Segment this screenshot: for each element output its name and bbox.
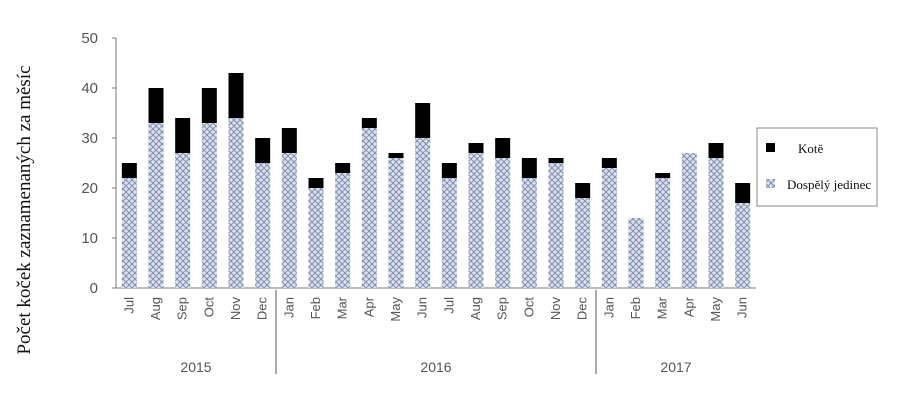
bar-adult <box>228 118 244 288</box>
x-tick-label: Feb <box>308 297 323 319</box>
y-tick-label: 40 <box>81 80 98 97</box>
x-tick-label: Nov <box>228 297 243 321</box>
y-tick-label: 30 <box>81 130 98 147</box>
x-tick-label: Mar <box>335 296 350 319</box>
x-tick-label: Dec <box>575 297 590 321</box>
x-tick-label: Apr <box>361 296 376 317</box>
bar-kitten <box>255 138 271 163</box>
legend-label-kitten: Kotě <box>798 141 824 156</box>
x-tick-label: Apr <box>681 296 696 317</box>
legend: Kotě Dospělý jedinec <box>756 127 878 207</box>
y-tick-label: 20 <box>81 180 98 197</box>
bar-adult <box>415 138 431 288</box>
bar-adult <box>495 158 511 288</box>
legend-swatch-adult <box>766 179 775 188</box>
year-label: 2017 <box>660 359 691 375</box>
bar-kitten <box>121 163 137 178</box>
x-tick-label: Oct <box>201 297 216 318</box>
y-tick-label: 10 <box>81 230 98 247</box>
x-tick-labels: Jul Aug Sep Oct Nov Dec Jan Feb Mar Apr May Jun Jul A… <box>121 296 749 321</box>
bars <box>121 73 751 288</box>
bar-kitten <box>548 158 564 163</box>
bar-kitten <box>735 183 751 203</box>
bar-adult <box>468 153 484 288</box>
bar-kitten <box>708 143 724 158</box>
legend-box <box>756 127 878 207</box>
bar-adult <box>681 153 697 288</box>
year-label: 2016 <box>420 359 451 375</box>
x-tick-label: Jul <box>441 297 456 314</box>
x-tick-label: Jun <box>735 297 750 318</box>
bar-adult <box>148 123 164 288</box>
bar-kitten <box>495 138 511 158</box>
bar-adult <box>175 153 191 288</box>
x-tick-label: Jul <box>121 297 136 314</box>
bar-kitten <box>468 143 484 153</box>
bar-kitten <box>148 88 164 123</box>
bar-kitten <box>441 163 457 178</box>
y-axis-title: Počet koček zaznamenaných za měsíc <box>14 65 35 354</box>
bar-adult <box>655 178 671 288</box>
bar-kitten <box>228 73 244 118</box>
bar-kitten <box>388 153 404 158</box>
x-tick-label: Oct <box>521 297 536 318</box>
bar-kitten <box>175 118 191 153</box>
bar-adult <box>201 123 217 288</box>
bar-adult <box>735 203 751 288</box>
bar-adult <box>281 153 297 288</box>
x-tick-label: Nov <box>548 297 563 321</box>
bar-adult <box>335 173 351 288</box>
y-tick-label: 0 <box>90 280 98 297</box>
bar-adult <box>388 158 404 288</box>
bar-kitten <box>601 158 617 168</box>
bar-adult <box>548 163 564 288</box>
bar-kitten <box>575 183 591 198</box>
year-groups: 2015 2016 2017 <box>180 290 692 375</box>
bar-kitten <box>655 173 671 178</box>
bar-kitten <box>308 178 324 188</box>
y-tick-label: 50 <box>81 30 98 47</box>
bar-kitten <box>281 128 297 153</box>
bar-kitten <box>415 103 431 138</box>
x-tick-label: Sep <box>495 297 510 320</box>
year-label: 2015 <box>180 359 211 375</box>
x-tick-label: Sep <box>175 297 190 320</box>
x-tick-label: May <box>388 297 403 322</box>
bar-kitten <box>201 88 217 123</box>
bar-adult <box>575 198 591 288</box>
bar-adult <box>601 168 617 288</box>
bar-adult <box>521 178 537 288</box>
bar-adult <box>121 178 137 288</box>
legend-label-adult: Dospělý jedinec <box>787 177 871 192</box>
bar-adult <box>308 188 324 288</box>
bar-adult <box>708 158 724 288</box>
bar-adult <box>361 128 377 288</box>
x-tick-label: Dec <box>255 297 270 321</box>
bar-adult <box>255 163 271 288</box>
x-tick-label: Mar <box>655 296 670 319</box>
x-tick-label: Aug <box>468 297 483 320</box>
bar-adult <box>628 218 644 288</box>
bar-adult <box>441 178 457 288</box>
x-tick-label: Aug <box>148 297 163 320</box>
x-tick-label: Jan <box>601 297 616 318</box>
legend-swatch-kitten <box>766 143 775 152</box>
x-tick-label: Jan <box>281 297 296 318</box>
x-tick-label: Feb <box>628 297 643 319</box>
x-tick-label: Jun <box>415 297 430 318</box>
y-tick-labels: 0 10 20 30 40 50 <box>81 30 116 297</box>
bar-kitten <box>335 163 351 173</box>
x-tick-label: May <box>708 297 723 322</box>
bar-kitten <box>361 118 377 128</box>
bar-kitten <box>521 158 537 178</box>
